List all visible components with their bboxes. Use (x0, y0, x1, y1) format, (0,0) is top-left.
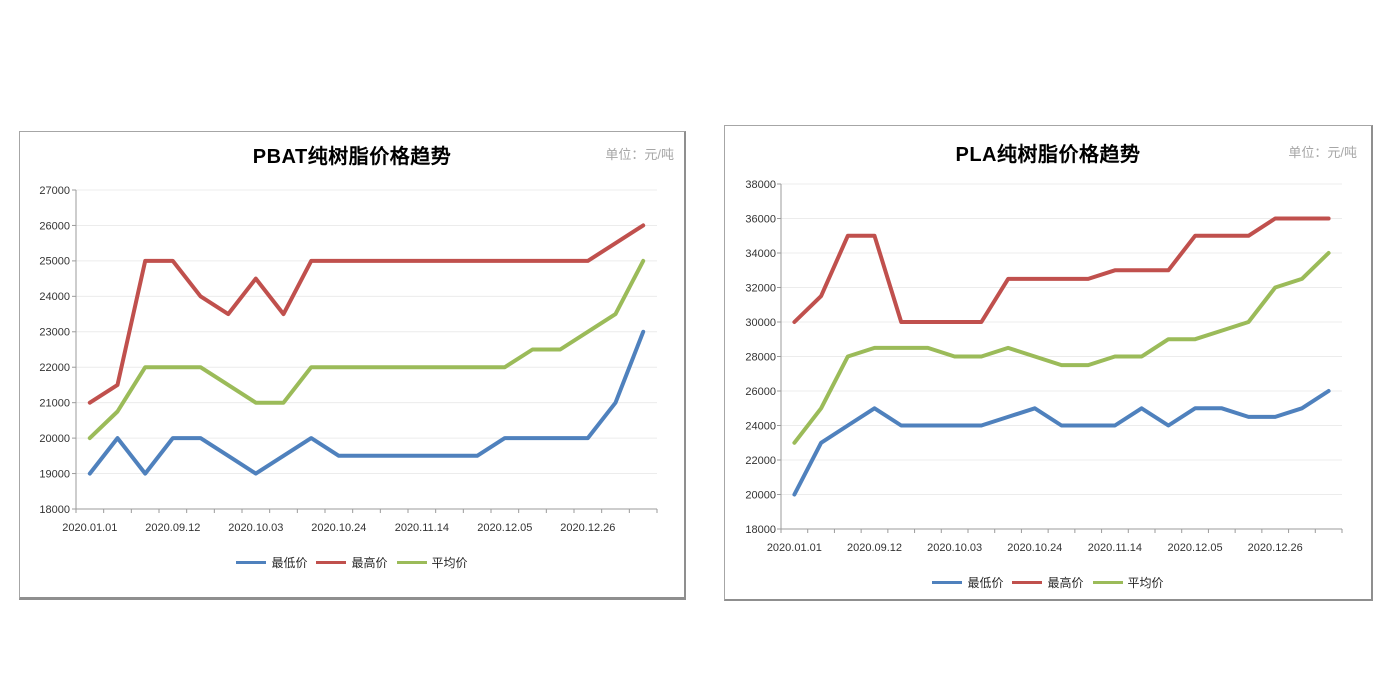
svg-text:2020.09.12: 2020.09.12 (847, 542, 902, 554)
svg-text:24000: 24000 (39, 291, 70, 303)
svg-text:26000: 26000 (39, 220, 70, 232)
svg-text:30000: 30000 (745, 317, 776, 329)
legend-label-avg: 平均价 (431, 556, 468, 570)
pbat-chart-title: PBAT纯树脂价格趋势 (252, 146, 452, 168)
svg-text:36000: 36000 (745, 213, 776, 225)
legend-swatch-max-line (316, 561, 347, 564)
legend-swatch-max-line (1012, 581, 1043, 584)
svg-text:22000: 22000 (39, 362, 70, 374)
pla-plot-svg: 38000 36000 34000 32000 30000 28000 26000 24000… (745, 179, 1343, 554)
svg-text:2020.12.05: 2020.12.05 (1168, 542, 1223, 554)
legend-item-min: 最低价 (932, 574, 1003, 591)
legend-label-min: 最低价 (271, 556, 308, 570)
legend-item-avg: 平均价 (396, 554, 468, 571)
svg-text:2020.10.24: 2020.10.24 (1007, 542, 1062, 554)
svg-text:18000: 18000 (39, 504, 70, 516)
svg-text:38000: 38000 (745, 179, 776, 191)
pbat-legend: 最低价 最高价 平均价 (20, 554, 684, 571)
legend-label-min: 最低价 (967, 576, 1004, 590)
svg-text:25000: 25000 (39, 256, 70, 268)
legend-label-avg: 平均价 (1127, 576, 1164, 590)
pbat-chart-panel: PBAT纯树脂价格趋势 单位：元/吨 27000 26000 25000 24000 2… (19, 131, 686, 600)
svg-text:21000: 21000 (39, 398, 70, 410)
legend-label-max: 最高价 (351, 556, 388, 570)
svg-text:19000: 19000 (39, 468, 70, 480)
svg-text:2020.09.12: 2020.09.12 (145, 522, 200, 534)
svg-text:2020.01.01: 2020.01.01 (62, 522, 117, 534)
svg-text:2020.11.14: 2020.11.14 (395, 522, 449, 534)
svg-text:23000: 23000 (39, 327, 70, 339)
svg-text:2020.10.03: 2020.10.03 (228, 522, 283, 534)
svg-text:2020.12.26: 2020.12.26 (1248, 542, 1303, 554)
svg-text:34000: 34000 (745, 248, 776, 260)
pla-legend: 最低价 最高价 平均价 (725, 574, 1371, 591)
legend-item-min: 最低价 (236, 554, 307, 571)
legend-swatch-avg-line (396, 561, 427, 564)
svg-text:32000: 32000 (745, 282, 776, 294)
svg-text:26000: 26000 (745, 386, 776, 398)
svg-text:2020.12.05: 2020.12.05 (477, 522, 532, 534)
pbat-unit-label: 单位：元/吨 (605, 147, 674, 162)
svg-text:22000: 22000 (745, 455, 776, 467)
legend-item-avg: 平均价 (1092, 574, 1164, 591)
svg-text:24000: 24000 (745, 420, 776, 432)
svg-text:2020.10.24: 2020.10.24 (311, 522, 366, 534)
svg-text:20000: 20000 (745, 489, 776, 501)
svg-text:2020.12.26: 2020.12.26 (560, 522, 615, 534)
svg-text:20000: 20000 (39, 433, 70, 445)
legend-label-max: 最高价 (1047, 576, 1084, 590)
pla-chart-title: PLA纯树脂价格趋势 (955, 144, 1141, 166)
svg-text:18000: 18000 (745, 524, 776, 536)
svg-text:2020.10.03: 2020.10.03 (927, 542, 982, 554)
pbat-plot-svg: 27000 26000 25000 24000 23000 22000 21000 20000… (39, 185, 658, 534)
legend-swatch-min-line (236, 561, 267, 564)
pla-chart-panel: PLA纯树脂价格趋势 单位：元/吨 38000 36000 34000 32000 30… (724, 125, 1373, 601)
svg-text:2020.11.14: 2020.11.14 (1088, 542, 1142, 554)
legend-swatch-min-line (932, 581, 963, 584)
svg-text:2020.01.01: 2020.01.01 (767, 542, 822, 554)
legend-swatch-avg-line (1092, 581, 1123, 584)
legend-item-max: 最高价 (316, 554, 388, 571)
svg-text:27000: 27000 (39, 185, 70, 197)
svg-text:28000: 28000 (745, 351, 776, 363)
pla-unit-label: 单位：元/吨 (1288, 145, 1357, 160)
legend-item-max: 最高价 (1012, 574, 1084, 591)
